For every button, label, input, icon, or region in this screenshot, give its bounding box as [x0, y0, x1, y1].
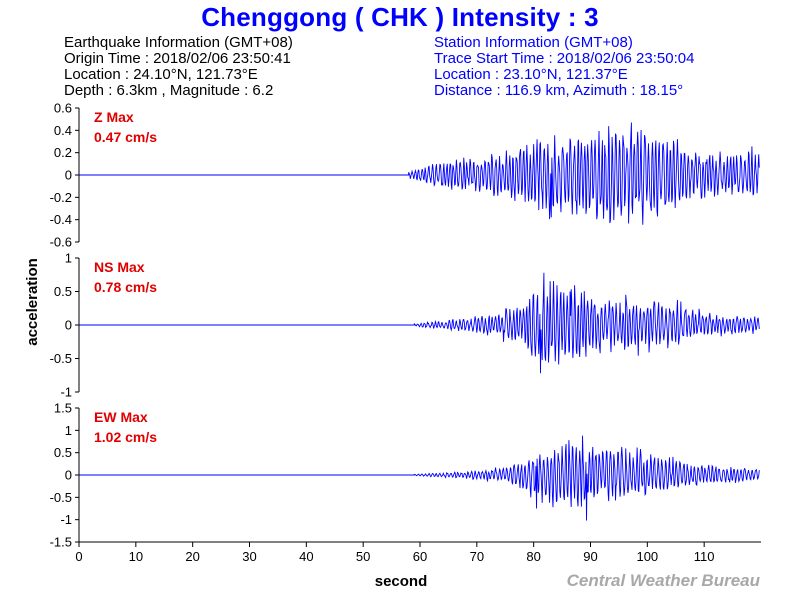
x-tick-label: 60 [413, 549, 427, 564]
y-tick-label: 0.5 [54, 284, 72, 299]
y-tick-label: -0.5 [50, 351, 72, 366]
panel-ns: 1 0.5 0 -0.5 -1 NS Max 0.78 cm/s [50, 251, 760, 400]
y-tick-label: 0 [65, 318, 72, 333]
y-tick-label: 0 [65, 468, 72, 483]
trace-start-time: Trace Start Time : 2018/02/06 23:50:04 [434, 50, 695, 67]
panels-group: 0.6 0.4 0.2 0 -0.2 -0.4 -0.6 Z Max 0.47 cm/s 1 0.5… [50, 101, 760, 550]
y-tick-label: -0.2 [50, 190, 72, 205]
y-axis-label: acceleration [24, 258, 41, 346]
x-tick-label: 40 [299, 549, 313, 564]
y-tick-label: -0.4 [50, 212, 72, 227]
y-tick-label: 1.5 [54, 401, 72, 416]
depth-magnitude: Depth : 6.3km , Magnitude : 6.2 [64, 82, 274, 99]
x-tick-label: 80 [526, 549, 540, 564]
station-info: Station Information (GMT+08) Trace Start… [434, 35, 694, 99]
y-tick-label: 1 [65, 251, 72, 266]
x-axis: 0 10 20 30 40 50 60 70 80 90 100 110 [75, 541, 761, 564]
panel-ew: 1.5 1 0.5 0 -0.5 -1 -1.5 EW Max 1.02 cm/s [50, 401, 760, 550]
y-tick-label: 0.5 [54, 445, 72, 460]
max-label-ns: NS Max [94, 259, 145, 275]
x-tick-label: 90 [583, 549, 597, 564]
max-label-ew: EW Max [94, 409, 148, 425]
trace-ew [79, 435, 760, 521]
x-tick-label: 110 [694, 549, 715, 564]
max-value-z: 0.47 cm/s [94, 129, 157, 145]
x-tick-label: 10 [129, 549, 143, 564]
panel-z: 0.6 0.4 0.2 0 -0.2 -0.4 -0.6 Z Max 0.47 cm/s [50, 101, 760, 250]
origin-time: Origin Time : 2018/02/06 23:50:41 [64, 50, 291, 67]
y-tick-label: -0.6 [50, 235, 72, 250]
x-tick-label: 100 [636, 549, 658, 564]
credit-text: Central Weather Bureau [566, 571, 760, 590]
trace-z [79, 122, 760, 225]
max-value-ew: 1.02 cm/s [94, 429, 157, 445]
chart-title: Chenggong ( CHK ) Intensity : 3 [201, 2, 599, 32]
x-tick-label: 20 [185, 549, 199, 564]
x-tick-label: 70 [470, 549, 484, 564]
x-tick-label: 50 [356, 549, 370, 564]
earthquake-info: Earthquake Information (GMT+08) Origin T… [64, 35, 293, 99]
station-location: Location : 23.10°N, 121.37°E [434, 66, 628, 83]
x-tick-label: 0 [75, 549, 82, 564]
y-tick-label: -1.5 [50, 535, 72, 550]
earthquake-info-heading: Earthquake Information (GMT+08) [64, 34, 293, 51]
max-value-ns: 0.78 cm/s [94, 279, 157, 295]
station-info-heading: Station Information (GMT+08) [434, 34, 633, 51]
x-tick-label: 30 [242, 549, 256, 564]
y-tick-label: -0.5 [50, 490, 72, 505]
y-tick-label: -1 [60, 512, 72, 527]
y-tick-label: 0.4 [54, 123, 72, 138]
y-tick-label: 0.6 [54, 101, 72, 116]
station-distance: Distance : 116.9 km, Azimuth : 18.15° [434, 82, 684, 99]
epicenter-location: Location : 24.10°N, 121.73°E [64, 66, 258, 83]
y-tick-label: 0.2 [54, 145, 72, 160]
y-tick-label: 1 [65, 423, 72, 438]
y-tick-label: -1 [60, 385, 72, 400]
trace-ns [79, 272, 760, 374]
max-label-z: Z Max [94, 109, 134, 125]
y-tick-label: 0 [65, 168, 72, 183]
x-axis-label: second [375, 573, 428, 590]
